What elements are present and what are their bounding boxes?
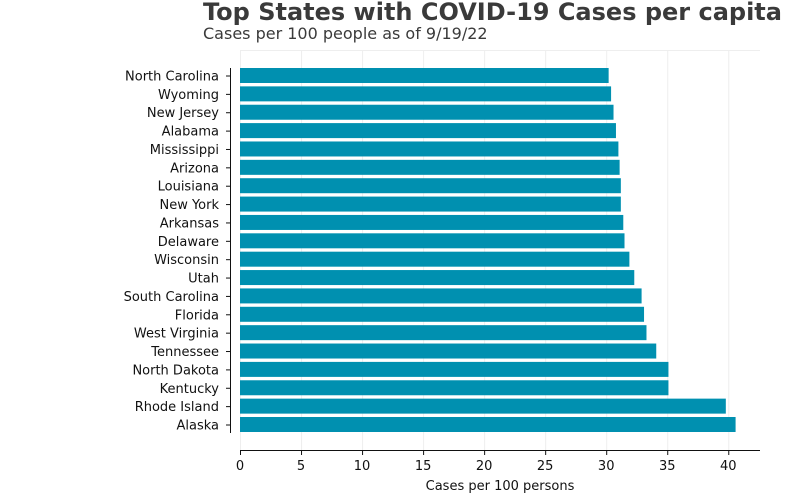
- bar: [240, 361, 669, 377]
- y-tick-label: Arizona: [170, 161, 219, 176]
- y-tick-label: Tennessee: [150, 345, 219, 360]
- bar: [240, 214, 624, 230]
- bar: [240, 417, 736, 432]
- bar: [240, 343, 657, 359]
- y-tick-label: Utah: [188, 272, 219, 287]
- bar: [240, 233, 625, 249]
- x-tick-label: 20: [476, 459, 493, 474]
- y-tick-label: Florida: [175, 308, 219, 323]
- bar: [240, 325, 647, 341]
- y-tick-label: West Virginia: [134, 327, 219, 342]
- y-tick-label: Arkansas: [160, 216, 219, 231]
- y-tick-label: Mississippi: [150, 143, 219, 158]
- bar: [240, 141, 619, 157]
- y-tick-label: Rhode Island: [135, 400, 219, 415]
- x-axis: 0 5 10 15 20 25 30 35 40: [236, 450, 760, 474]
- bar: [240, 270, 635, 286]
- bar: [240, 398, 726, 414]
- x-tick-label: 35: [659, 459, 676, 474]
- chart-subtitle: Cases per 100 people as of 9/19/22: [203, 24, 488, 43]
- x-tick-label: 25: [537, 459, 554, 474]
- bar: [240, 306, 645, 322]
- x-tick-label: 30: [598, 459, 615, 474]
- y-tick-label: Delaware: [158, 235, 219, 250]
- bar: [240, 380, 669, 396]
- bar: [240, 86, 612, 102]
- x-axis-label: Cases per 100 persons: [426, 479, 575, 494]
- bar: [240, 159, 620, 175]
- bar: [240, 68, 609, 83]
- y-tick-label: North Dakota: [132, 363, 219, 378]
- x-tick-label: 10: [354, 459, 371, 474]
- y-tick-label: New York: [159, 198, 219, 213]
- bars: [240, 68, 736, 432]
- y-tick-label: Wisconsin: [154, 253, 219, 268]
- x-tick-label: 15: [415, 459, 432, 474]
- bar: [240, 104, 614, 120]
- bar: [240, 251, 630, 267]
- bar: [240, 196, 621, 212]
- y-axis: North Carolina Wyoming New Jersey Alabama Mi…: [124, 68, 231, 434]
- y-tick-label: Kentucky: [160, 382, 220, 397]
- x-tick-label: 0: [236, 459, 244, 474]
- y-tick-label: Alaska: [176, 419, 219, 434]
- y-tick-label: South Carolina: [124, 290, 219, 305]
- y-tick-label: North Carolina: [125, 70, 219, 85]
- x-tick-label: 40: [720, 459, 737, 474]
- y-tick-label: Wyoming: [158, 88, 219, 103]
- bar: [240, 178, 621, 194]
- y-tick-label: New Jersey: [147, 106, 219, 121]
- y-tick-label: Louisiana: [158, 180, 219, 195]
- x-tick-label: 5: [297, 459, 305, 474]
- y-tick-label: Alabama: [162, 125, 219, 140]
- bar: [240, 288, 642, 304]
- chart-title: Top States with COVID-19 Cases per capit…: [203, 0, 782, 26]
- bar: [240, 123, 616, 139]
